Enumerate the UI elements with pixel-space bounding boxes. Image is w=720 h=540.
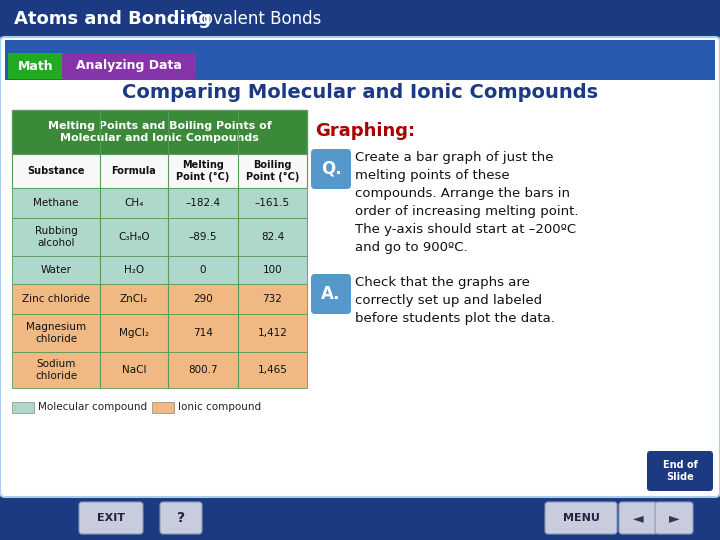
FancyBboxPatch shape: [0, 37, 720, 41]
FancyBboxPatch shape: [545, 502, 617, 534]
Text: 100: 100: [263, 265, 282, 275]
Text: Magnesium
chloride: Magnesium chloride: [26, 322, 86, 344]
Text: Melting Points and Boiling Points of
Molecular and Ionic Compounds: Melting Points and Boiling Points of Mol…: [48, 121, 271, 143]
Text: A.: A.: [321, 285, 341, 303]
Text: Math: Math: [18, 59, 54, 72]
Text: MgCl₂: MgCl₂: [119, 328, 149, 338]
Text: Formula: Formula: [112, 166, 156, 176]
Text: Melting
Point (°C): Melting Point (°C): [176, 160, 230, 182]
Text: ZnCl₂: ZnCl₂: [120, 294, 148, 304]
FancyBboxPatch shape: [12, 402, 34, 413]
Text: Rubbing
alcohol: Rubbing alcohol: [35, 226, 77, 248]
Text: Zinc chloride: Zinc chloride: [22, 294, 90, 304]
FancyBboxPatch shape: [79, 502, 143, 534]
FancyBboxPatch shape: [12, 188, 307, 218]
FancyBboxPatch shape: [5, 40, 715, 80]
Text: –89.5: –89.5: [189, 232, 217, 242]
Text: Sodium
chloride: Sodium chloride: [35, 359, 77, 381]
FancyBboxPatch shape: [0, 0, 720, 37]
Text: –161.5: –161.5: [255, 198, 290, 208]
FancyBboxPatch shape: [8, 53, 64, 79]
FancyBboxPatch shape: [12, 154, 307, 188]
Text: Water: Water: [40, 265, 71, 275]
Text: C₃H₈O: C₃H₈O: [118, 232, 150, 242]
Text: CH₄: CH₄: [125, 198, 144, 208]
FancyBboxPatch shape: [12, 218, 307, 256]
Text: ◄: ◄: [633, 511, 643, 525]
Text: Graphing:: Graphing:: [315, 122, 415, 140]
Text: Analyzing Data: Analyzing Data: [76, 59, 182, 72]
Text: Ionic compound: Ionic compound: [178, 402, 261, 412]
Text: Create a bar graph of just the
melting points of these
compounds. Arrange the ba: Create a bar graph of just the melting p…: [355, 151, 578, 254]
FancyBboxPatch shape: [311, 274, 351, 314]
FancyBboxPatch shape: [12, 284, 307, 314]
FancyBboxPatch shape: [619, 502, 657, 534]
Text: Atoms and Bonding: Atoms and Bonding: [14, 10, 211, 28]
Text: H₂O: H₂O: [124, 265, 144, 275]
Text: –182.4: –182.4: [186, 198, 220, 208]
FancyBboxPatch shape: [12, 352, 307, 388]
FancyBboxPatch shape: [12, 314, 307, 352]
Text: - Covalent Bonds: - Covalent Bonds: [175, 10, 321, 28]
Text: Check that the graphs are
correctly set up and labeled
before students plot the : Check that the graphs are correctly set …: [355, 276, 555, 325]
Text: 0: 0: [199, 265, 206, 275]
Text: ►: ►: [669, 511, 679, 525]
Text: Comparing Molecular and Ionic Compounds: Comparing Molecular and Ionic Compounds: [122, 84, 598, 103]
FancyBboxPatch shape: [160, 502, 202, 534]
FancyBboxPatch shape: [62, 53, 196, 79]
Text: Q.: Q.: [320, 160, 341, 178]
Text: Substance: Substance: [27, 166, 85, 176]
Text: EXIT: EXIT: [97, 513, 125, 523]
FancyBboxPatch shape: [0, 37, 720, 497]
Text: ?: ?: [177, 511, 185, 525]
Text: NaCl: NaCl: [122, 365, 146, 375]
FancyBboxPatch shape: [0, 492, 720, 540]
Text: Methane: Methane: [33, 198, 78, 208]
Text: 800.7: 800.7: [188, 365, 218, 375]
Text: 1,412: 1,412: [258, 328, 287, 338]
Text: 714: 714: [193, 328, 213, 338]
FancyBboxPatch shape: [12, 256, 307, 284]
Text: 1,465: 1,465: [258, 365, 287, 375]
Text: MENU: MENU: [562, 513, 600, 523]
FancyBboxPatch shape: [647, 451, 713, 491]
Text: Boiling
Point (°C): Boiling Point (°C): [246, 160, 300, 182]
Text: 732: 732: [263, 294, 282, 304]
FancyBboxPatch shape: [311, 149, 351, 189]
FancyBboxPatch shape: [12, 110, 307, 154]
FancyBboxPatch shape: [655, 502, 693, 534]
Text: Molecular compound: Molecular compound: [38, 402, 147, 412]
Text: 82.4: 82.4: [261, 232, 284, 242]
Text: End of
Slide: End of Slide: [662, 460, 698, 482]
Text: 290: 290: [193, 294, 213, 304]
FancyBboxPatch shape: [152, 402, 174, 413]
